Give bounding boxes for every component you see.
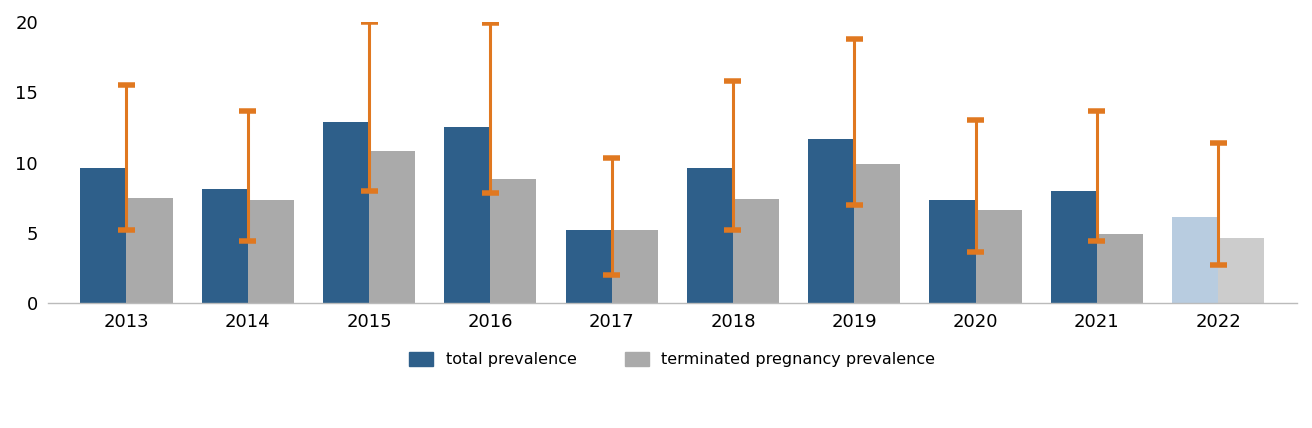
Bar (369, 151, 415, 303)
Bar (126, 198, 173, 303)
Bar (1051, 190, 1097, 303)
Bar (854, 164, 900, 303)
Bar (929, 200, 976, 303)
Bar (1097, 234, 1143, 303)
Bar (565, 230, 611, 303)
Bar (1218, 238, 1265, 303)
Bar (687, 168, 733, 303)
Bar (976, 210, 1022, 303)
Bar (808, 139, 854, 303)
Bar (80, 168, 126, 303)
Bar (202, 189, 248, 303)
Bar (248, 200, 294, 303)
Bar (733, 199, 779, 303)
Bar (611, 230, 657, 303)
Bar (491, 179, 537, 303)
Bar (1172, 217, 1218, 303)
Bar (323, 122, 369, 303)
Legend: total prevalence, terminated pregnancy prevalence: total prevalence, terminated pregnancy p… (403, 345, 942, 374)
Bar (445, 128, 491, 303)
